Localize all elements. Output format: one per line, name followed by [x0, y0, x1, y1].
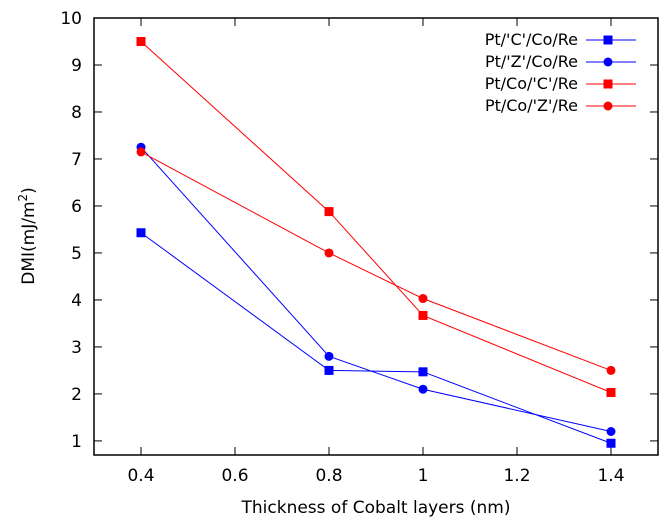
y-tick-label: 9 — [71, 56, 82, 76]
y-tick-label: 1 — [71, 432, 82, 452]
data-point — [324, 351, 334, 361]
series-layer — [136, 36, 616, 448]
legend-item: Pt/'Z'/Co/Re — [485, 52, 636, 71]
data-point — [418, 294, 428, 304]
y-tick-label: 3 — [71, 338, 82, 358]
series-1 — [136, 228, 616, 448]
legend-label: Pt/'Z'/Co/Re — [485, 52, 578, 71]
legend-marker — [603, 101, 613, 111]
legend-marker — [603, 79, 613, 89]
x-tick-label: 1.2 — [503, 466, 530, 486]
y-axis-title-main: DMI(mJ/m — [19, 202, 39, 285]
y-tick-label: 5 — [71, 244, 82, 264]
y-tick-label: 6 — [71, 197, 82, 217]
data-point — [606, 427, 616, 437]
legend-marker — [603, 57, 613, 67]
x-tick-label: 1.4 — [597, 466, 624, 486]
series-line — [140, 41, 612, 393]
data-point — [418, 310, 428, 320]
y-axis-title: DMI(mJ/m2) — [16, 187, 39, 285]
series-3 — [136, 36, 616, 398]
x-axis-ticks: 0.4 0.6 0.8 1 1.2 1.4 — [127, 18, 625, 486]
data-point — [324, 207, 334, 217]
legend-item: Pt/Co/'C'/Re — [485, 74, 636, 93]
y-tick-label: 8 — [71, 103, 82, 123]
data-point — [418, 384, 428, 394]
series-line — [140, 146, 612, 432]
y-tick-label: 2 — [71, 385, 82, 405]
data-point — [136, 36, 146, 46]
data-point — [136, 228, 146, 238]
data-point — [418, 367, 428, 377]
data-point — [324, 248, 334, 258]
series-4 — [136, 147, 616, 375]
series-line — [140, 232, 612, 444]
legend: Pt/'C'/Co/Re Pt/'Z'/Co/Re Pt/Co/'C'/Re Pt/C… — [485, 30, 636, 115]
data-point — [606, 388, 616, 398]
legend-label: Pt/'C'/Co/Re — [485, 30, 578, 49]
y-tick-label: 7 — [71, 150, 82, 170]
x-tick-label: 1 — [418, 466, 429, 486]
y-axis-ticks: 1 2 3 4 5 6 7 8 9 10 — [60, 9, 658, 452]
legend-marker — [603, 35, 613, 45]
y-axis-title-close: ) — [19, 187, 39, 194]
legend-item: Pt/Co/'Z'/Re — [485, 96, 636, 115]
x-tick-label: 0.6 — [221, 466, 248, 486]
y-tick-label: 10 — [60, 9, 82, 29]
y-axis-title-superscript: 2 — [16, 194, 30, 202]
series-2 — [136, 142, 616, 437]
legend-label: Pt/Co/'Z'/Re — [485, 96, 578, 115]
x-axis-title: Thickness of Cobalt layers (nm) — [241, 498, 511, 518]
legend-label: Pt/Co/'C'/Re — [485, 74, 578, 93]
y-tick-label: 4 — [71, 291, 82, 311]
x-tick-label: 0.8 — [315, 466, 342, 486]
series-line — [140, 151, 612, 371]
data-point — [606, 438, 616, 448]
x-tick-label: 0.4 — [127, 466, 154, 486]
legend-item: Pt/'C'/Co/Re — [485, 30, 636, 49]
plot-area — [93, 17, 659, 456]
data-point — [136, 147, 146, 157]
data-point — [606, 365, 616, 375]
data-point — [324, 365, 334, 375]
